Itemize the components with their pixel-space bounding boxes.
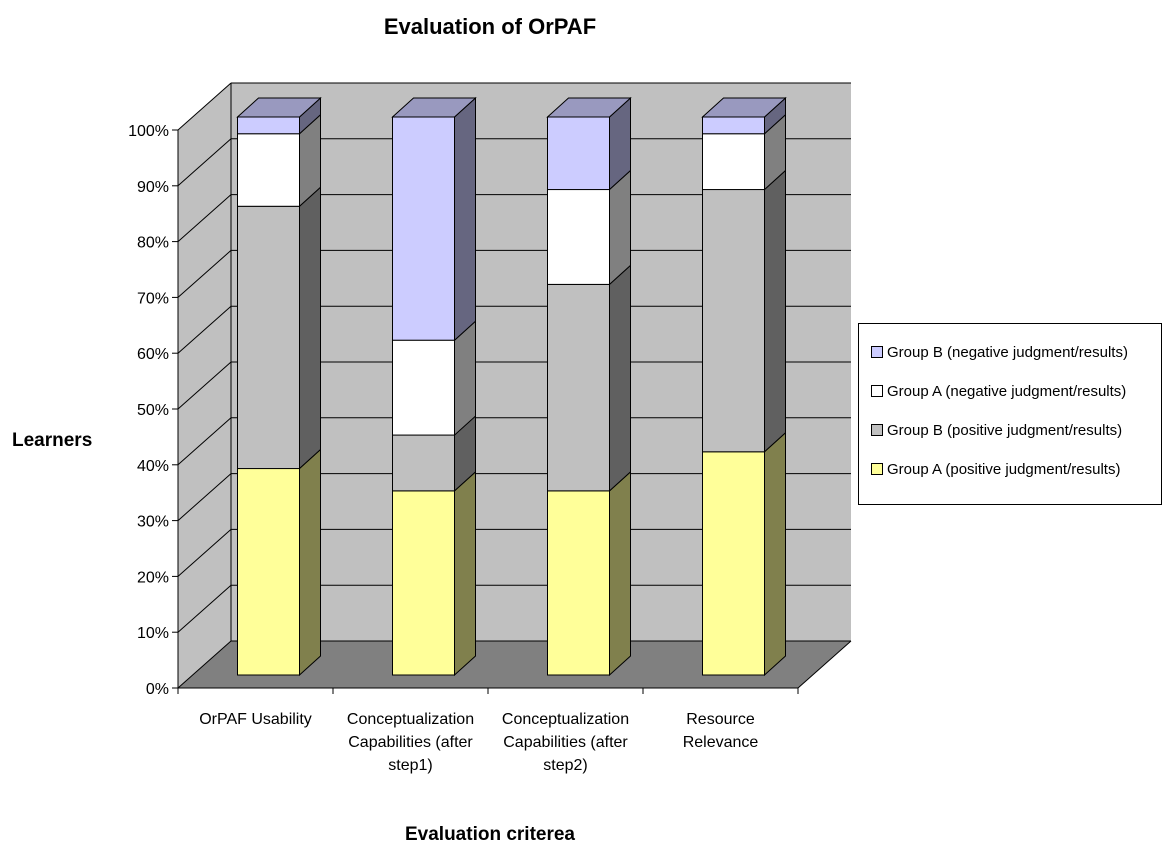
y-tick-label: 30% bbox=[137, 514, 169, 531]
gridline-side bbox=[177, 250, 232, 298]
bar-segment bbox=[237, 468, 300, 676]
x-tick-label: Relevance bbox=[683, 734, 759, 751]
x-tick-label: Resource bbox=[686, 711, 755, 728]
y-tick-label: 0% bbox=[146, 681, 169, 698]
bar-segment-side bbox=[609, 169, 631, 286]
legend-swatch bbox=[871, 346, 883, 358]
legend-label: Group A (negative judgment/results) bbox=[887, 382, 1127, 400]
bar-segment-top bbox=[546, 97, 632, 118]
bar-segment bbox=[392, 339, 455, 436]
y-tick-label: 60% bbox=[137, 346, 169, 363]
bar-segment-side bbox=[299, 448, 321, 677]
y-tick-label: 90% bbox=[137, 179, 169, 196]
x-tick-label: Capabilities (after bbox=[348, 734, 473, 751]
gridline-side bbox=[177, 361, 232, 410]
gridline-side bbox=[177, 473, 232, 521]
bar-segment bbox=[547, 116, 610, 191]
gridline-side bbox=[177, 417, 232, 466]
legend-label: Group B (negative judgment/results) bbox=[887, 343, 1128, 361]
y-tick-label: 10% bbox=[137, 625, 169, 642]
chart-title: Evaluation of OrPAF bbox=[383, 14, 597, 39]
bar-segment bbox=[237, 133, 300, 207]
legend-swatch bbox=[871, 424, 883, 436]
bar-segment bbox=[392, 434, 455, 492]
bar-segment-top bbox=[236, 97, 322, 118]
gridline-side bbox=[177, 194, 232, 242]
y-tick-label: 40% bbox=[137, 458, 169, 475]
legend-swatch bbox=[871, 385, 883, 397]
legend-item: Group A (positive judgment/results) bbox=[871, 459, 1120, 479]
x-tick-label: Conceptualization bbox=[347, 711, 474, 728]
x-tick-label: step1) bbox=[388, 757, 432, 774]
legend-swatch bbox=[871, 463, 883, 475]
y-tick-label: 50% bbox=[137, 402, 169, 419]
legend-item: Group B (positive judgment/results) bbox=[871, 420, 1122, 440]
legend-label: Group A (positive judgment/results) bbox=[887, 460, 1121, 478]
bar-segment bbox=[547, 189, 610, 285]
bar-segment bbox=[392, 490, 455, 676]
bar-segment bbox=[547, 283, 610, 492]
gridline-side bbox=[177, 529, 232, 577]
y-tick-label: 70% bbox=[137, 290, 169, 307]
bar-segment bbox=[237, 116, 300, 135]
floor-edge bbox=[797, 640, 852, 689]
y-tick-label: 80% bbox=[137, 235, 169, 252]
bar-segment-side bbox=[764, 431, 786, 677]
bar-segment bbox=[702, 451, 765, 676]
bar-segment-side bbox=[454, 470, 476, 677]
gridline-side bbox=[177, 640, 232, 689]
x-tick-label: OrPAF Usability bbox=[199, 711, 312, 728]
bar-segment bbox=[702, 189, 765, 453]
legend-item: Group B (negative judgment/results) bbox=[871, 342, 1128, 362]
bar-segment-side bbox=[299, 186, 321, 470]
bar-segment bbox=[547, 490, 610, 676]
gridline-side bbox=[177, 584, 232, 633]
x-axis-title: Evaluation criterea bbox=[404, 824, 576, 845]
gridline-side bbox=[177, 305, 232, 354]
bar-segment-top bbox=[701, 97, 787, 118]
bar-segment-side bbox=[609, 264, 631, 492]
bar-segment bbox=[392, 116, 455, 341]
y-tick-label: 20% bbox=[137, 569, 169, 586]
y-tick-label: 100% bbox=[128, 123, 169, 140]
bar-segment bbox=[237, 205, 300, 470]
bar-segment-side bbox=[764, 169, 786, 453]
legend-item: Group A (negative judgment/results) bbox=[871, 381, 1126, 401]
bar-segment bbox=[702, 133, 765, 191]
bar-segment-top bbox=[391, 97, 477, 118]
x-tick-label: Capabilities (after bbox=[503, 734, 628, 751]
bar-segment-side bbox=[454, 96, 476, 342]
legend: Group B (negative judgment/results) Group… bbox=[858, 323, 1162, 505]
gridline-side bbox=[177, 138, 232, 187]
legend-label: Group B (positive judgment/results) bbox=[887, 421, 1123, 439]
y-axis-title: Learners bbox=[12, 430, 93, 451]
bar-segment bbox=[702, 116, 765, 135]
x-tick-label: Conceptualization bbox=[502, 711, 629, 728]
bar-segment-side bbox=[609, 470, 631, 677]
gridline-side bbox=[177, 82, 232, 131]
floor bbox=[178, 641, 851, 688]
x-tick-label: step2) bbox=[543, 757, 587, 774]
bar-segment-side bbox=[454, 320, 476, 437]
